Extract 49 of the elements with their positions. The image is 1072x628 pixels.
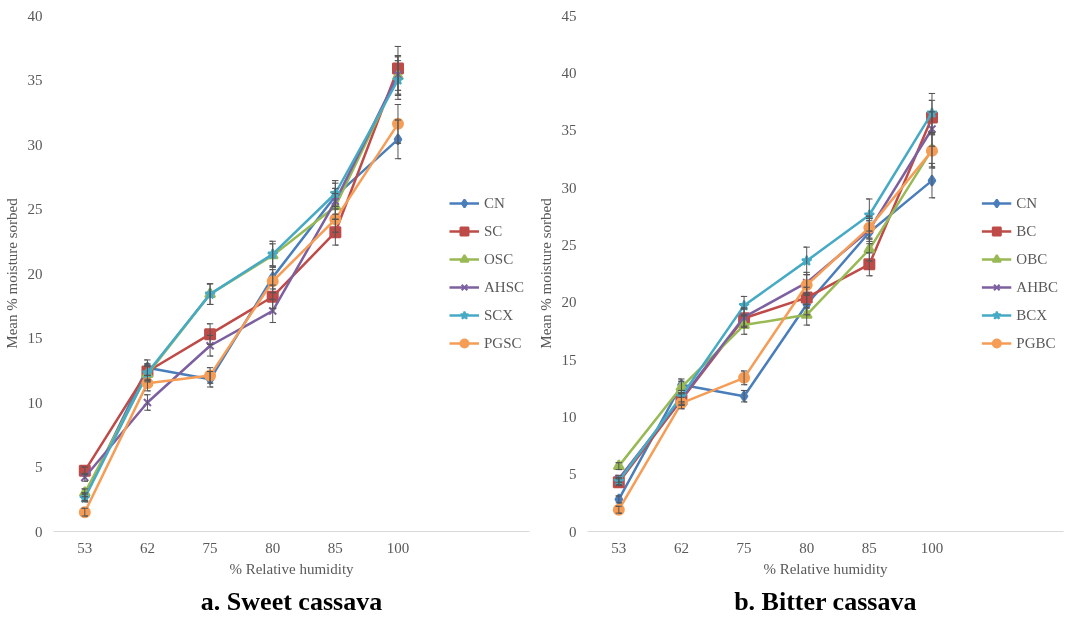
y-tick-label: 15 <box>27 330 43 346</box>
legend-label: OSC <box>483 250 515 268</box>
legend-label: CN <box>1016 194 1039 212</box>
y-tick-label: 5 <box>35 459 43 475</box>
text: b. Bitter cassava <box>734 586 917 616</box>
x-tick-label: 75 <box>736 539 752 556</box>
y-tick-label: 40 <box>27 7 43 24</box>
x-axis-title: % Relative humidity <box>229 560 355 577</box>
legend-label: BCX <box>1016 306 1049 324</box>
legend-label: BC <box>1016 222 1038 240</box>
x-tick-label: 62 <box>139 539 155 556</box>
x-tick-label: 80 <box>265 539 281 556</box>
x-tick-label: 85 <box>327 539 343 556</box>
legend-label: PGSC <box>483 334 523 352</box>
x-tick-label: 75 <box>202 539 218 556</box>
y-tick-label: 20 <box>27 265 43 282</box>
x-tick-label: 53 <box>77 539 93 556</box>
legend-label: OBC <box>1016 250 1049 268</box>
y-tick-label: 35 <box>561 122 577 139</box>
x-tick-label: 80 <box>799 539 815 556</box>
legend-label: AHSC <box>483 278 524 296</box>
y-tick-label: 10 <box>27 394 43 411</box>
y-tick-label: 40 <box>561 64 577 81</box>
y-tick-label: 0 <box>35 523 43 540</box>
x-tick-label: 100 <box>920 539 944 556</box>
y-tick-label: 45 <box>561 7 577 24</box>
legend-label: SC <box>483 222 504 240</box>
y-tick-label: 25 <box>561 236 577 253</box>
x-axis-title: % Relative humidity <box>763 560 889 577</box>
x-tick-label: 100 <box>386 539 410 556</box>
y-axis-title: Mean % moisture sorbed <box>3 197 20 349</box>
y-tick-label: 30 <box>561 179 577 196</box>
y-tick-label: 20 <box>561 294 577 311</box>
y-tick-label: 0 <box>569 523 577 540</box>
legend-label: CN <box>483 194 506 212</box>
y-tick-label: 30 <box>27 136 43 153</box>
text: a. Sweet cassava <box>200 586 383 616</box>
y-tick-label: 10 <box>561 408 577 425</box>
y-axis-title: Mean % moisture sorbed <box>537 197 554 349</box>
legend-label: PGBC <box>1016 334 1057 352</box>
y-tick-label: 35 <box>27 72 43 88</box>
y-tick-label: 25 <box>27 201 43 217</box>
x-tick-label: 62 <box>673 539 689 556</box>
x-tick-label: 53 <box>611 539 627 556</box>
legend-label: AHBC <box>1016 278 1058 296</box>
legend-label: SCX <box>483 306 515 324</box>
y-tick-label: 15 <box>561 351 577 368</box>
x-tick-label: 85 <box>861 539 877 556</box>
y-tick-label: 5 <box>569 466 577 483</box>
